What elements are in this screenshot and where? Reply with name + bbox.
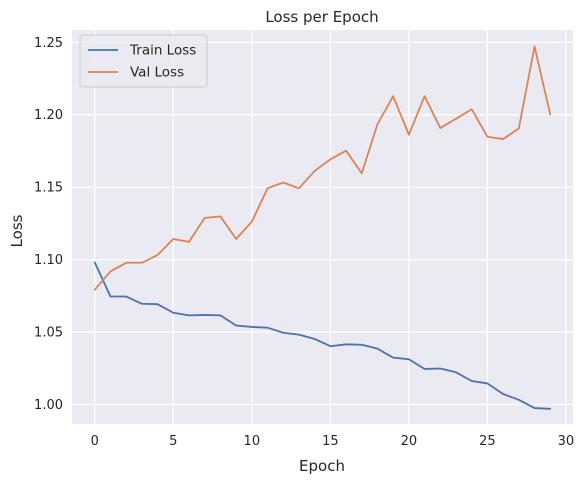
plot-background: [72, 30, 573, 424]
series-lines: [93, 45, 552, 410]
y-tick-label: 1.15: [34, 181, 63, 196]
x-tick-label: 0: [91, 434, 99, 449]
y-tick-label: 1.25: [34, 36, 63, 51]
x-tick-label: 20: [401, 434, 418, 449]
legend: Train Loss Val Loss: [79, 34, 208, 88]
x-axis-label: Epoch: [299, 457, 345, 475]
x-tick-labels: 0 5 10 15 20 25 30: [91, 434, 575, 449]
grid-lines: [72, 30, 573, 424]
series-line-train-loss: [93, 261, 552, 410]
y-tick-label: 1.10: [34, 253, 63, 268]
x-tick-label: 30: [558, 434, 575, 449]
x-tick-label: 25: [479, 434, 496, 449]
chart-title: Loss per Epoch: [265, 8, 378, 26]
x-tick-label: 5: [169, 434, 177, 449]
x-tick-label: 15: [322, 434, 339, 449]
y-axis-label: Loss: [8, 214, 26, 247]
y-tick-label: 1.20: [34, 108, 63, 123]
legend-label-val-loss: Val Loss: [130, 65, 184, 81]
legend-label-train-loss: Train Loss: [129, 43, 196, 59]
legend-box: [79, 34, 208, 88]
y-tick-label: 1.05: [34, 326, 63, 341]
x-tick-label: 10: [244, 434, 261, 449]
y-tick-label: 1.00: [34, 398, 63, 413]
y-tick-labels: 1.00 1.05 1.10 1.15 1.20 1.25: [34, 36, 63, 413]
series-line-val-loss: [93, 45, 552, 291]
